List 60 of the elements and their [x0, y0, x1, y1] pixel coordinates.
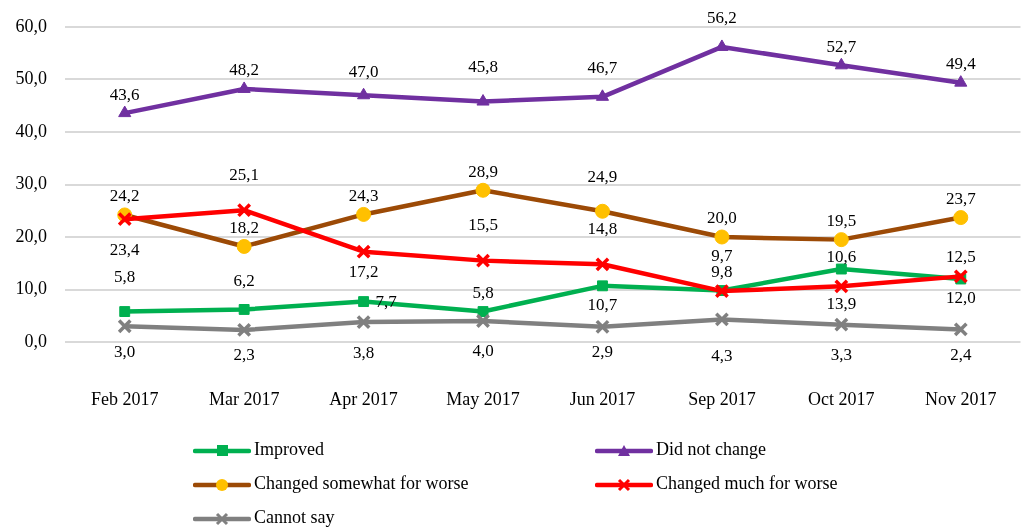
data-label: 12,0 [945, 288, 976, 308]
legend-label: Did not change [656, 438, 766, 460]
data-label: 48,2 [229, 60, 260, 80]
data-label: 13,9 [826, 294, 857, 314]
data-label: 2,3 [233, 345, 255, 365]
data-label: 9,7 [711, 245, 734, 265]
y-tick-label: 60,0 [15, 15, 47, 36]
x-tick-label: Mar 2017 [208, 388, 280, 409]
data-label: 15,5 [468, 215, 498, 235]
data-label: 24,2 [109, 186, 140, 206]
data-label: 9,8 [711, 262, 733, 282]
y-tick-label: 30,0 [15, 173, 47, 194]
data-label: 23,4 [109, 239, 141, 259]
data-label: 43,6 [109, 84, 140, 104]
data-label: 7,7 [375, 292, 398, 312]
data-label: 14,8 [587, 218, 618, 238]
data-label: 3,3 [830, 345, 852, 365]
x-tick-label: Sep 2017 [688, 388, 756, 409]
data-label: 18,2 [229, 217, 260, 237]
data-label: 6,2 [233, 270, 255, 290]
data-label: 23,7 [945, 189, 977, 209]
data-label: 17,2 [348, 262, 379, 282]
data-label: 2,4 [950, 344, 972, 364]
x-tick-label: Oct 2017 [808, 388, 875, 409]
data-label: 3,8 [352, 342, 375, 362]
x-tick-label: Apr 2017 [329, 388, 398, 409]
data-label: 25,1 [229, 164, 260, 184]
data-label: 24,3 [348, 185, 379, 205]
x-tick-label: May 2017 [446, 388, 520, 409]
data-label: 52,7 [826, 36, 857, 56]
x-tick-label: Jun 2017 [569, 388, 636, 409]
data-label: 5,8 [472, 283, 494, 303]
data-label: 20,0 [707, 208, 737, 228]
data-label: 47,0 [348, 61, 379, 81]
data-label: 4,0 [472, 341, 494, 361]
data-label: 56,2 [707, 8, 737, 28]
y-tick-label: 50,0 [15, 68, 47, 89]
y-tick-label: 40,0 [15, 120, 47, 141]
x-tick-label: Feb 2017 [90, 388, 159, 409]
x-tick-label: Nov 2017 [925, 388, 997, 409]
data-label: 2,9 [591, 342, 614, 362]
data-label: 46,7 [587, 58, 618, 78]
y-tick-label: 10,0 [15, 278, 47, 299]
data-label: 10,7 [587, 295, 618, 315]
data-label: 45,8 [468, 57, 498, 77]
y-tick-label: 20,0 [15, 225, 47, 246]
data-label: 19,5 [826, 211, 857, 231]
data-label: 28,9 [468, 161, 498, 181]
legend-label: Improved [254, 438, 324, 460]
legend-label: Changed somewhat for worse [254, 472, 469, 494]
data-label: 3,0 [114, 341, 136, 361]
data-label: 49,4 [945, 54, 977, 74]
data-label: 5,8 [114, 267, 136, 287]
legend-label: Changed much for worse [656, 472, 838, 494]
data-label: 24,9 [587, 166, 618, 186]
data-label: 12,5 [945, 246, 976, 266]
data-label: 10,6 [826, 246, 857, 266]
data-label: 4,3 [711, 345, 733, 365]
y-tick-label: 0,0 [24, 330, 47, 351]
legend-label: Cannot say [254, 506, 335, 527]
